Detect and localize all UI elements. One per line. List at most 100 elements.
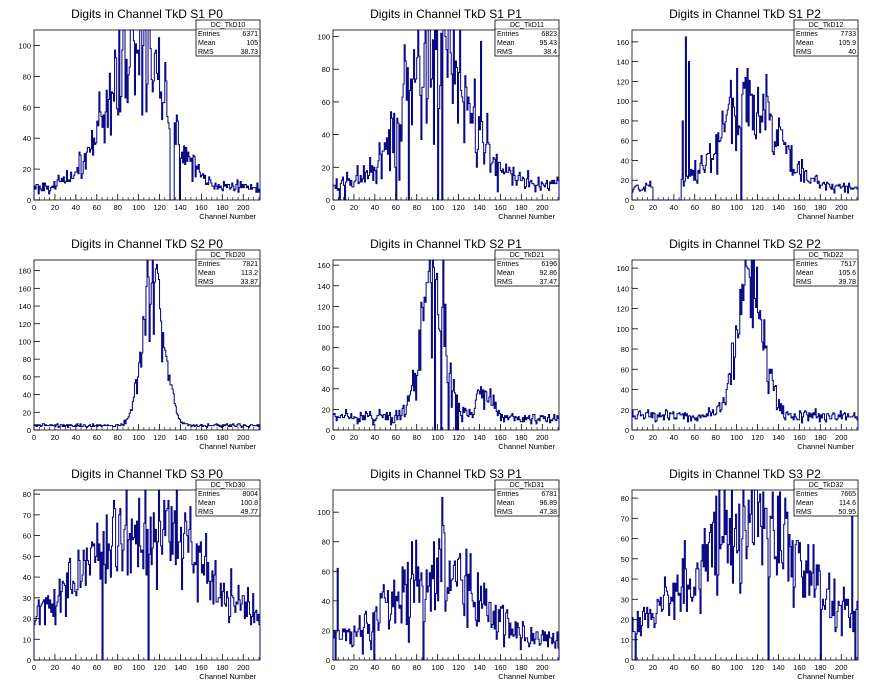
y-tick-label: 60	[23, 373, 31, 382]
x-tick-label: 140	[473, 203, 486, 212]
x-tick-label: 140	[772, 433, 785, 442]
y-tick-label: 100	[18, 41, 31, 50]
x-tick-label: 60	[392, 663, 400, 672]
stats-value-mean: 105.6	[838, 270, 856, 277]
stats-label-entries: Entries	[497, 261, 519, 268]
y-tick-label: 60	[23, 103, 31, 112]
stats-box-frame	[195, 249, 261, 287]
y-tick-label: 0	[27, 656, 31, 665]
y-tick-label: 40	[621, 156, 629, 165]
stats-value-entries: 7821	[242, 261, 258, 268]
x-tick-label: 20	[649, 663, 657, 672]
plot-frame	[631, 489, 859, 661]
stats-label-rms: RMS	[796, 509, 812, 516]
stats-label-entries: Entries	[497, 31, 519, 38]
y-tick-label: 0	[27, 196, 31, 205]
y-tick-label: 60	[322, 364, 330, 373]
x-tick-label: 0	[331, 663, 335, 672]
y-tick-label: 10	[621, 636, 629, 645]
x-tick-label: 20	[649, 433, 657, 442]
x-tick-label: 120	[751, 663, 764, 672]
x-tick-label: 60	[93, 203, 101, 212]
stats-name: DC_TkD31	[510, 482, 545, 489]
x-tick-label: 20	[649, 203, 657, 212]
stats-value-mean: 113.2	[241, 270, 258, 277]
stats-label-mean: Mean	[497, 500, 515, 507]
stats-value-mean: 96.89	[539, 500, 557, 507]
x-tick-label: 80	[413, 433, 421, 442]
chart-panel-8: Digits in Channel TkD S3 P1 0 20 40 60 80 100 1…	[317, 467, 560, 681]
x-tick-label: 40	[72, 203, 80, 212]
x-tick-label: 200	[237, 203, 250, 212]
chart-panel-5: Digits in Channel TkD S2 P1 0 20 40 60 80 100 1…	[317, 237, 560, 451]
y-tick-label: 120	[317, 302, 330, 311]
y-tick-label: 40	[621, 386, 629, 395]
chart-panel-1: Digits in Channel TkD S1 P0 0 20 40 60 80 100 1…	[18, 7, 261, 221]
x-tick-label: 40	[371, 663, 379, 672]
x-tick-label: 60	[691, 433, 699, 442]
x-tick-label: 20	[350, 663, 358, 672]
stats-box-frame	[494, 479, 560, 517]
plot-frame	[33, 489, 261, 661]
stats-value-mean: 114.6	[839, 500, 856, 507]
stats-label-entries: Entries	[198, 261, 220, 268]
x-tick-label: 200	[536, 203, 549, 212]
x-tick-label: 200	[835, 433, 848, 442]
stats-box-frame	[494, 249, 560, 287]
y-tick-label: 140	[317, 282, 330, 291]
y-tick-label: 30	[23, 594, 31, 603]
y-tick-label: 40	[23, 573, 31, 582]
x-tick-label: 180	[515, 433, 528, 442]
stats-box-frame	[195, 479, 261, 517]
x-tick-label: 80	[712, 433, 720, 442]
stats-value-rms: 49.77	[240, 509, 258, 516]
stats-value-rms: 38.73	[240, 49, 258, 56]
x-tick-label: 40	[670, 663, 678, 672]
x-tick-label: 120	[452, 663, 465, 672]
chart-title: Digits in Channel TkD S1 P1	[370, 7, 522, 21]
x-tick-label: 180	[814, 663, 827, 672]
stats-name: DC_TkD12	[809, 22, 844, 29]
stats-label-rms: RMS	[497, 49, 513, 56]
x-axis-label: Channel Number	[797, 212, 854, 221]
plot-frame	[33, 29, 261, 201]
stats-box-frame	[793, 19, 859, 57]
y-tick-label: 180	[18, 267, 31, 276]
x-tick-label: 180	[515, 663, 528, 672]
y-tick-label: 50	[621, 555, 629, 564]
y-tick-label: 20	[322, 163, 330, 172]
stats-value-mean: 105	[246, 40, 258, 47]
stats-label-rms: RMS	[198, 49, 214, 56]
histogram-line	[631, 489, 859, 661]
y-tick-label: 80	[322, 344, 330, 353]
chart-title: Digits in Channel TkD S2 P2	[669, 237, 821, 251]
x-tick-label: 100	[132, 433, 145, 442]
x-tick-label: 60	[691, 203, 699, 212]
stats-label-mean: Mean	[497, 270, 515, 277]
y-tick-label: 80	[322, 538, 330, 547]
stats-value-rms: 33.87	[240, 279, 258, 286]
x-tick-label: 180	[216, 203, 229, 212]
y-tick-label: 80	[621, 345, 629, 354]
chart-panel-9: Digits in Channel TkD S3 P20 20 40 60 80 100 1…	[621, 467, 859, 681]
y-tick-label: 80	[23, 72, 31, 81]
stats-value-mean: 95.43	[539, 40, 557, 47]
x-tick-label: 180	[814, 433, 827, 442]
x-tick-label: 200	[536, 663, 549, 672]
x-axis-label: Channel Number	[498, 442, 555, 451]
stats-name: DC_TkD11	[510, 22, 544, 29]
y-tick-label: 70	[23, 511, 31, 520]
y-tick-label: 80	[322, 65, 330, 74]
x-tick-label: 80	[712, 663, 720, 672]
stats-label-rms: RMS	[796, 279, 812, 286]
x-tick-label: 60	[392, 433, 400, 442]
x-tick-label: 120	[452, 433, 465, 442]
x-tick-label: 180	[216, 433, 229, 442]
x-tick-label: 160	[195, 663, 208, 672]
stats-value-entries: 6196	[541, 261, 557, 268]
stats-name: DC_TkD20	[211, 252, 246, 259]
x-tick-label: 100	[431, 663, 444, 672]
plot-frame	[332, 489, 560, 661]
stats-value-entries: 7665	[840, 491, 856, 498]
